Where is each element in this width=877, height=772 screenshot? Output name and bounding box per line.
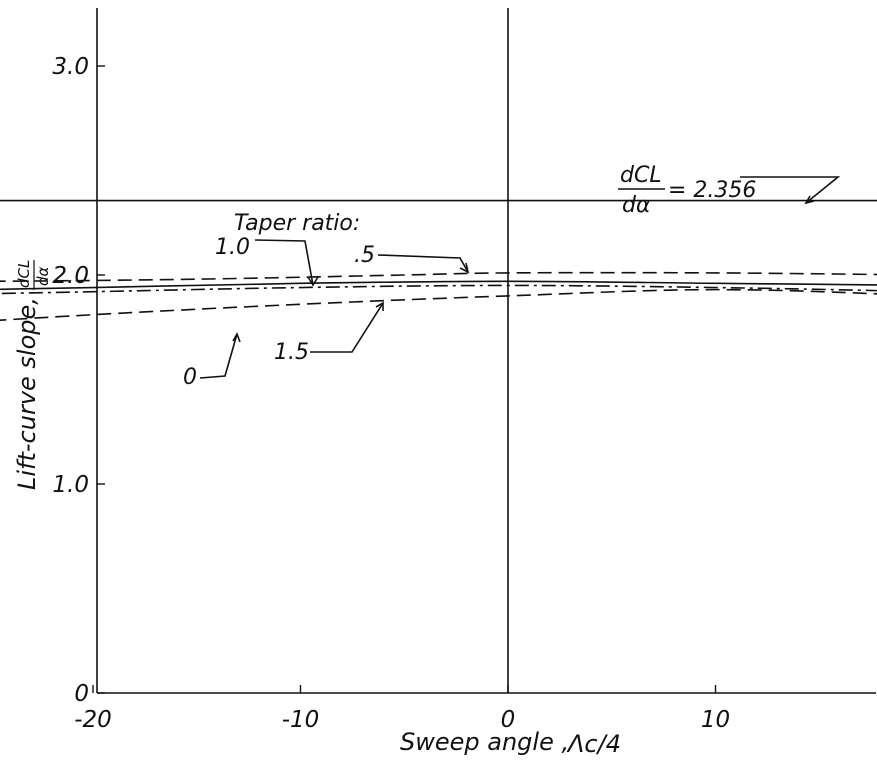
reference-label-numerator: dCL: [620, 163, 662, 188]
arrow-head-reference: [804, 195, 815, 205]
series-label-0-5: .5: [354, 243, 375, 268]
y-axis-title: Lift-curve slope, dCL dα: [13, 260, 52, 490]
x-axis-symbol: Λc/4: [566, 730, 621, 758]
series-label-1-0: 1.0: [215, 235, 250, 260]
x-tick-label: -20: [74, 707, 112, 733]
series-line-2: [0, 280, 877, 291]
series-line-3: [0, 284, 877, 295]
arrows: [199, 176, 841, 379]
arrow-1-0: [254, 239, 314, 286]
y-axis-label: Lift-curve slope,: [13, 297, 41, 490]
arrow-head-0: [232, 332, 241, 343]
arrow-reference: [740, 176, 841, 204]
arrow-head-0-5: [459, 262, 470, 274]
reference-label-value: = 2.356: [668, 178, 756, 203]
x-axis-label: Sweep angle ,: [400, 728, 569, 756]
arrow-0: [199, 333, 238, 379]
series-group: [0, 271, 877, 321]
arrow-1-5: [310, 302, 384, 353]
reference-label: dCL dα = 2.356: [618, 163, 756, 218]
arrow-head-1-5: [375, 301, 384, 311]
x-axis-title: Sweep angle , Λc/4: [400, 728, 621, 758]
legend-title: Taper ratio:: [234, 211, 360, 236]
series-label-0: 0: [183, 365, 197, 390]
y-axis-fraction-numerator: dCL: [15, 260, 33, 288]
reference-label-denominator: dα: [622, 193, 651, 218]
annotations: Taper ratio: 1.0 .5 1.5 0: [183, 211, 375, 390]
series-line-0: [0, 288, 877, 321]
x-tick-label: -10: [282, 707, 320, 733]
series-line-1: [0, 271, 877, 283]
arrow-0-5: [377, 254, 469, 273]
y-tick-label: 0: [74, 681, 89, 707]
x-tick-label: 0: [501, 707, 516, 733]
y-tick-label: 2.0: [52, 263, 89, 289]
arrow-head-1-0: [307, 276, 319, 287]
y-tick-label: 3.0: [52, 54, 89, 80]
x-tick-label: 10: [701, 707, 730, 733]
series-label-1-5: 1.5: [274, 340, 309, 365]
y-axis-fraction-denominator: dα: [34, 266, 52, 286]
y-tick-label: 1.0: [52, 472, 89, 498]
axes: -40-30-20-1001020304001.02.03.0: [52, 8, 876, 733]
